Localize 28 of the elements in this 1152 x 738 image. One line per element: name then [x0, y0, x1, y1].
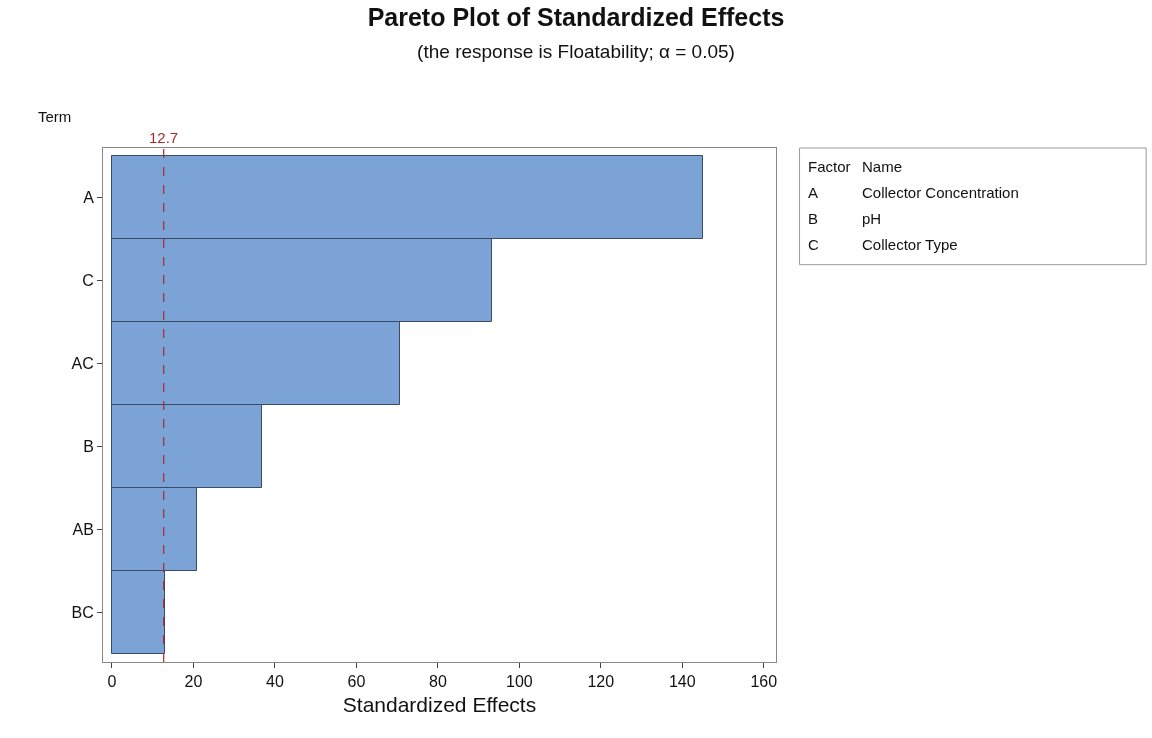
text: A: [808, 184, 819, 201]
x-tick-label: 120: [587, 673, 615, 691]
x-tick-label: 60: [347, 673, 366, 691]
x-tick-label: 140: [668, 673, 696, 691]
chart-subtitle: (the response is Floatability; α = 0.05): [417, 41, 735, 63]
text: Collector Type: [862, 236, 958, 253]
y-tick-label: BC: [71, 603, 94, 621]
y-tick-label: C: [82, 272, 94, 290]
y-tick-label: AC: [71, 355, 94, 373]
x-tick-label: 40: [266, 673, 284, 691]
x-tick-label: 100: [506, 673, 533, 691]
y-axis-title: Term: [38, 108, 72, 125]
y-tick-label: AB: [72, 520, 94, 538]
text: Name: [862, 158, 903, 175]
x-tick-label: 160: [750, 673, 778, 691]
x-tick-label: 0: [107, 673, 117, 691]
y-tick-label: A: [83, 189, 95, 207]
text: C: [808, 236, 819, 253]
x-tick-label: 80: [428, 673, 447, 691]
x-tick-label: 20: [184, 673, 203, 691]
x-axis-title: Standardized Effects: [342, 693, 537, 717]
y-tick-label: B: [83, 438, 94, 456]
text: B: [808, 210, 819, 227]
ref-line-label: 12.7: [149, 129, 179, 146]
chart-title: Pareto Plot of Standardized Effects: [367, 2, 785, 31]
text: pH: [862, 210, 882, 227]
text: Collector Concentration: [862, 184, 1019, 201]
text: Factor: [808, 158, 851, 175]
